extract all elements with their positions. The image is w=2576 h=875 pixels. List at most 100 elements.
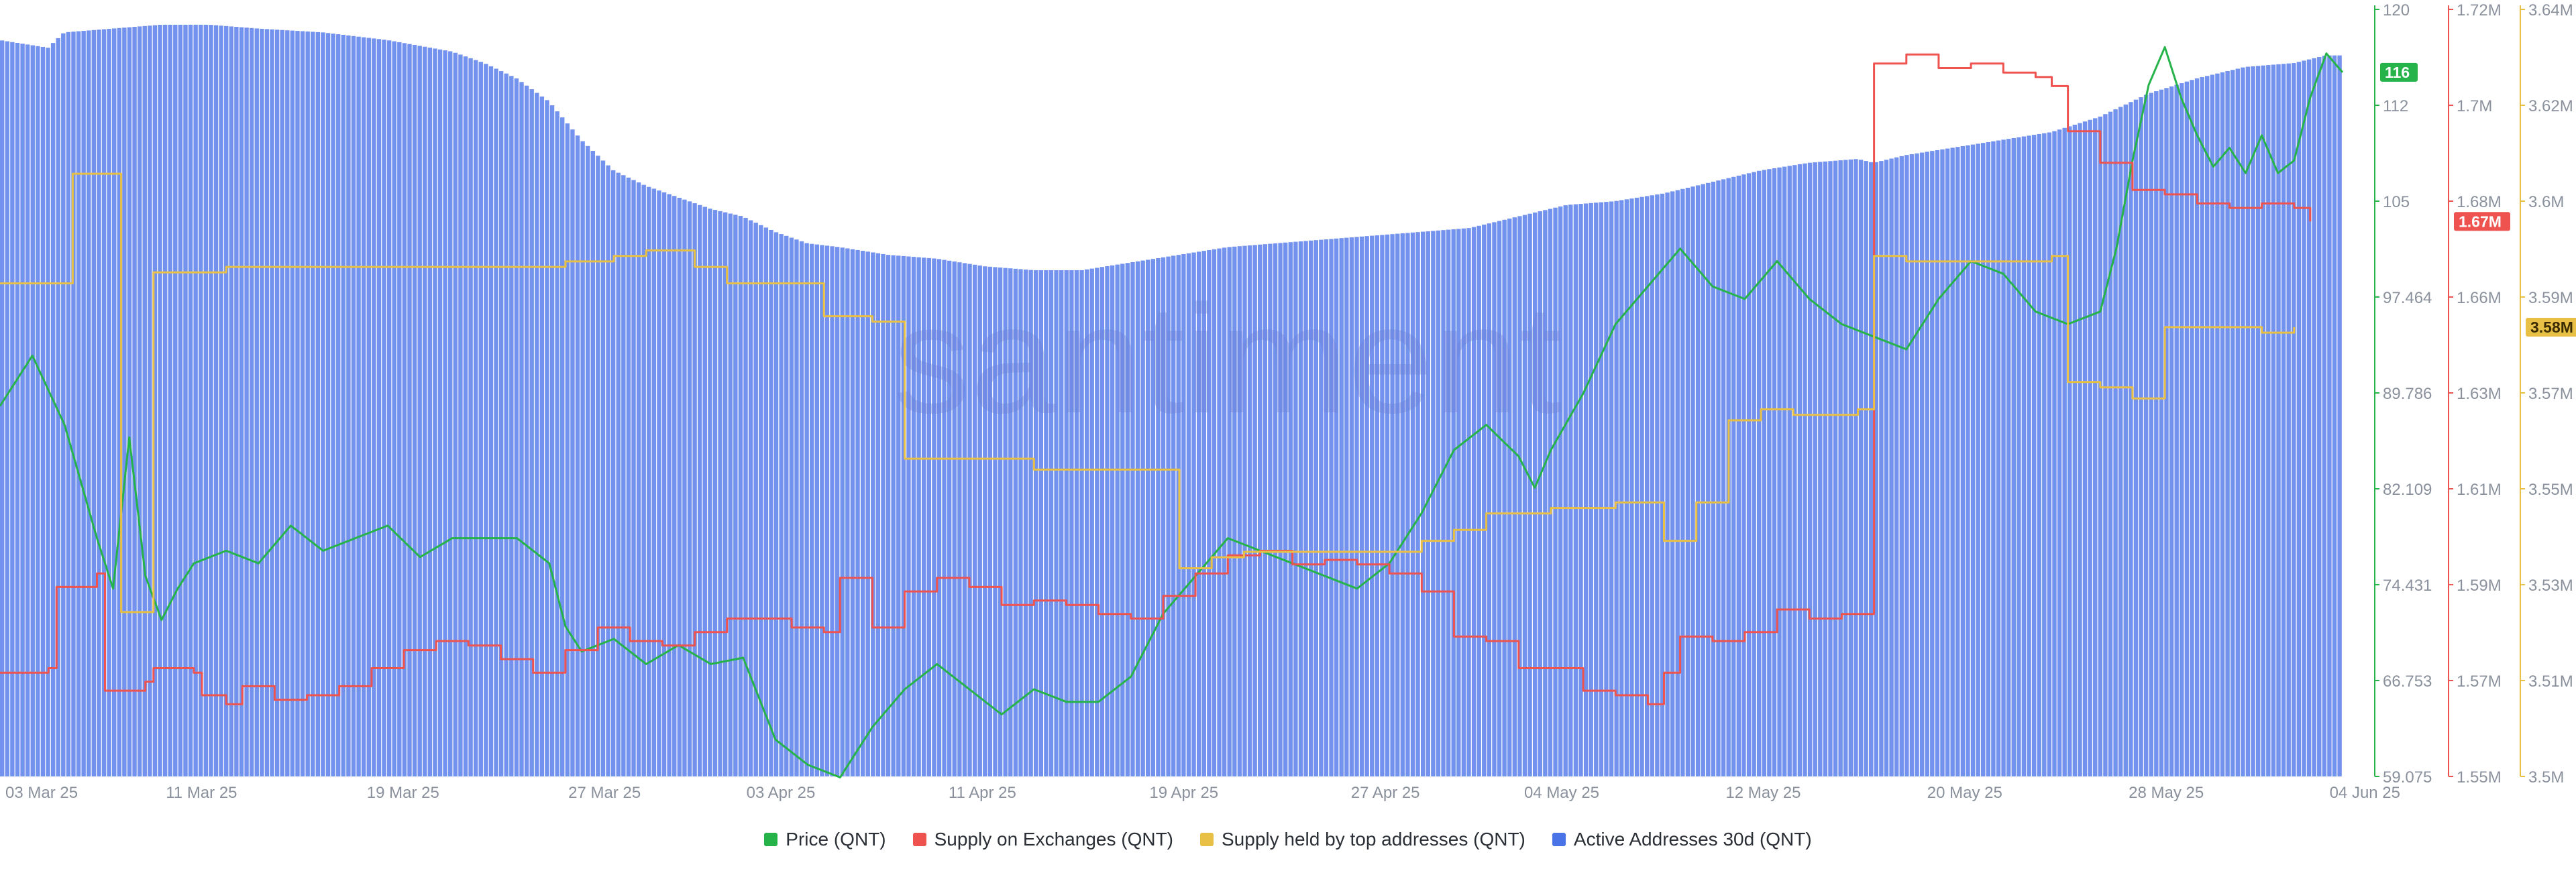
active-addresses-bar <box>412 45 417 776</box>
active-addresses-bar <box>1283 242 1288 776</box>
active-addresses-bar <box>137 26 142 776</box>
active-addresses-bar <box>66 32 71 777</box>
active-addresses-bar <box>458 54 463 777</box>
active-addresses-bar <box>2200 77 2204 776</box>
active-addresses-bar <box>2068 126 2072 776</box>
legend-swatch <box>1200 833 1214 846</box>
active-addresses-bar <box>1069 270 1074 777</box>
active-addresses-bar <box>2261 65 2265 776</box>
active-addresses-bar <box>748 220 753 776</box>
active-addresses-bar <box>1960 145 1966 776</box>
active-addresses-bar <box>1466 228 1471 776</box>
active-addresses-bar <box>1370 235 1375 776</box>
active-addresses-bar <box>2093 118 2098 777</box>
active-addresses-bar <box>260 28 264 776</box>
active-addresses-bar <box>1772 168 1777 777</box>
tick-label-price: 66.753 <box>2383 673 2432 691</box>
active-addresses-bar <box>718 211 722 776</box>
active-addresses-bar <box>1222 247 1227 776</box>
active-addresses-bar <box>1701 184 1705 777</box>
active-addresses-bar <box>626 177 631 776</box>
active-addresses-bar <box>1405 233 1410 776</box>
active-addresses-bar <box>529 89 534 777</box>
active-addresses-bar <box>1237 246 1242 776</box>
active-addresses-bar <box>784 235 789 776</box>
active-addresses-bar <box>1594 202 1599 776</box>
x-tick-label: 19 Mar 25 <box>367 784 439 802</box>
active-addresses-bar <box>1813 162 1817 776</box>
active-addresses-bar <box>1400 233 1405 777</box>
active-addresses-bar <box>647 186 651 776</box>
active-addresses-bar <box>2251 66 2255 776</box>
active-addresses-bar <box>478 62 483 776</box>
active-addresses-bar <box>25 44 30 777</box>
active-addresses-bar <box>1201 251 1206 776</box>
x-tick-label: 28 May 25 <box>2129 784 2204 802</box>
active-addresses-bar <box>1787 166 1792 776</box>
active-addresses-bar <box>1395 233 1400 776</box>
active-addresses-bar <box>107 29 111 776</box>
active-addresses-bar <box>549 105 555 776</box>
active-addresses-bar <box>254 28 259 777</box>
active-addresses-bar <box>773 232 779 776</box>
active-addresses-bar <box>596 156 600 777</box>
active-addresses-bar <box>1527 213 1532 776</box>
active-addresses-bar <box>1966 145 1970 776</box>
active-addresses-bar <box>20 44 25 776</box>
active-addresses-bar <box>1298 241 1303 776</box>
active-addresses-bar <box>1502 219 1507 776</box>
active-addresses-bar <box>2174 84 2179 777</box>
active-addresses-bar <box>896 255 901 776</box>
active-addresses-bar <box>769 229 773 777</box>
active-addresses-bar <box>545 100 549 776</box>
active-addresses-bar <box>244 27 249 777</box>
active-addresses-bar <box>2113 109 2118 776</box>
active-addresses-bar <box>162 24 168 776</box>
active-addresses-bar <box>1028 270 1033 776</box>
legend-item[interactable]: Active Addresses 30d (QNT) <box>1552 829 1812 850</box>
active-addresses-bar <box>382 40 386 776</box>
active-addresses-bar <box>2210 74 2215 777</box>
active-addresses-bar <box>2190 80 2194 777</box>
active-addresses-bar <box>1105 266 1110 776</box>
active-addresses-bar <box>1904 155 1909 777</box>
active-addresses-bar <box>91 30 97 777</box>
active-addresses-bar <box>789 237 794 777</box>
active-addresses-bar <box>1258 244 1263 776</box>
x-tick-label: 19 Apr 25 <box>1149 784 1218 802</box>
active-addresses-bar <box>1558 206 1563 776</box>
active-addresses-bar <box>967 264 972 776</box>
legend-item[interactable]: Price (QNT) <box>764 829 886 850</box>
active-addresses-bar <box>1038 270 1044 777</box>
active-addresses-bar <box>1614 200 1619 776</box>
active-addresses-bar <box>631 180 636 777</box>
axes: 120 112 105 97.464 89.786 82.109 74.431 66.753 5… <box>5 1 2573 802</box>
active-addresses-bar <box>127 27 132 777</box>
active-addresses-bar <box>1446 229 1451 776</box>
active-addresses-bar <box>2159 89 2164 776</box>
tick-label-price: 59.075 <box>2383 768 2432 786</box>
active-addresses-bar <box>423 46 427 777</box>
active-addresses-bar <box>264 29 270 776</box>
active-addresses-bar <box>168 24 172 776</box>
active-addresses-bar <box>1945 148 1950 776</box>
legend-item[interactable]: Supply held by top addresses (QNT) <box>1200 829 1525 850</box>
active-addresses-bar <box>117 27 121 777</box>
active-addresses-bar <box>616 172 621 776</box>
active-addresses-bar <box>1329 239 1334 776</box>
active-addresses-bar <box>81 31 86 776</box>
active-addresses-bar <box>932 258 936 776</box>
active-addresses-bar <box>2281 64 2286 776</box>
legend-item[interactable]: Supply on Exchanges (QNT) <box>912 829 1173 850</box>
active-addresses-bar <box>2235 68 2240 777</box>
active-addresses-bar <box>1909 154 1915 777</box>
active-addresses-bar <box>1848 159 1854 776</box>
tick-label-exchanges: 1.7M <box>2457 97 2492 115</box>
badge-bg-price <box>2380 62 2418 82</box>
active-addresses-bar <box>881 253 885 776</box>
active-addresses-bar <box>433 48 437 776</box>
active-addresses-bar <box>2169 86 2174 777</box>
active-addresses-bar <box>2164 88 2169 776</box>
active-addresses-bar <box>1166 256 1171 777</box>
series-line-top <box>0 172 2296 614</box>
